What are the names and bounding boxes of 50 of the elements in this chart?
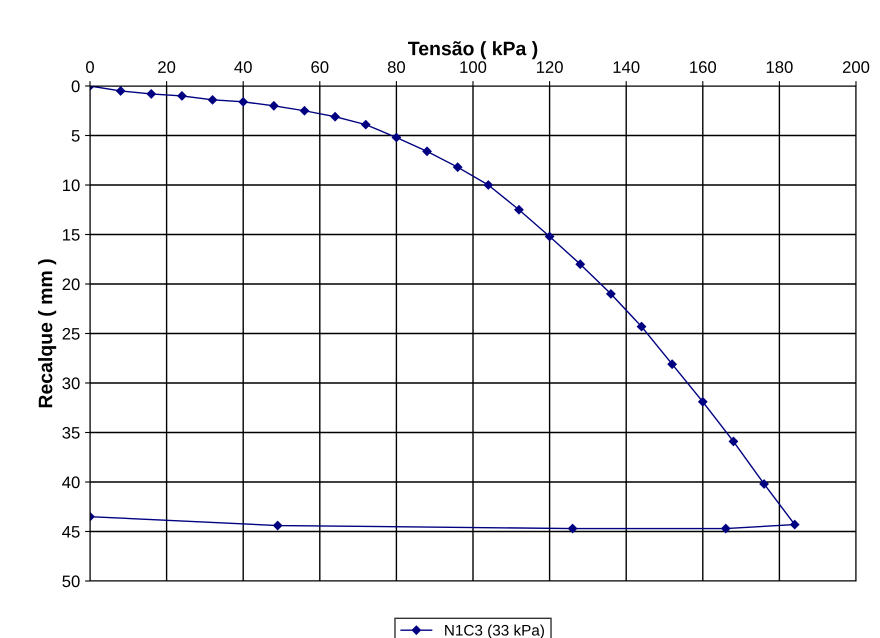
point [790, 520, 800, 530]
y-axis-title: Recalque ( mm ) [38, 259, 56, 408]
point [759, 479, 769, 489]
point [392, 132, 402, 142]
point [300, 106, 310, 116]
point [177, 91, 187, 101]
point [422, 146, 432, 156]
point [721, 524, 730, 534]
point [728, 436, 738, 446]
x-tick-label: 20 [158, 61, 176, 73]
x-tick-label: 120 [536, 61, 563, 73]
point [269, 101, 278, 110]
y-tick-label: 20 [62, 278, 80, 290]
y-tick-label: 5 [72, 130, 80, 142]
point [544, 232, 554, 242]
point [238, 97, 248, 106]
x-tick-label: 40 [234, 61, 252, 73]
x-tick-label: 180 [766, 61, 793, 73]
y-tick-label: 45 [62, 526, 80, 538]
x-tick-label: 100 [460, 61, 486, 73]
point [273, 520, 282, 530]
x-tick-label: 140 [614, 61, 640, 73]
point [698, 397, 708, 406]
point [606, 289, 616, 299]
y-tick-label: 25 [62, 328, 80, 340]
x-tick-label: 60 [311, 61, 328, 73]
y-tick-label: 50 [62, 575, 80, 588]
point [330, 112, 340, 122]
x-tick-label: 160 [690, 61, 716, 73]
point [146, 89, 156, 99]
x-tick-label: 80 [388, 61, 406, 73]
point [514, 205, 524, 214]
x-tick-label: 0 [86, 61, 94, 73]
y-tick-label: 10 [63, 179, 80, 192]
point [484, 180, 493, 190]
y-tick-label: 35 [62, 426, 80, 439]
point [568, 524, 578, 534]
point [668, 360, 677, 369]
y-tick-label: 15 [63, 229, 80, 241]
point [576, 260, 585, 269]
point [361, 120, 370, 130]
y-tick-label: 30 [62, 377, 80, 390]
x-axis-title: Tensão ( kPa ) [408, 41, 538, 60]
point [636, 322, 646, 332]
point [453, 162, 462, 172]
y-tick-label: 0 [72, 80, 80, 92]
point [116, 86, 126, 96]
x-tick-label: 200 [842, 61, 870, 73]
y-tick-label: 40 [62, 476, 80, 488]
point [208, 95, 218, 104]
